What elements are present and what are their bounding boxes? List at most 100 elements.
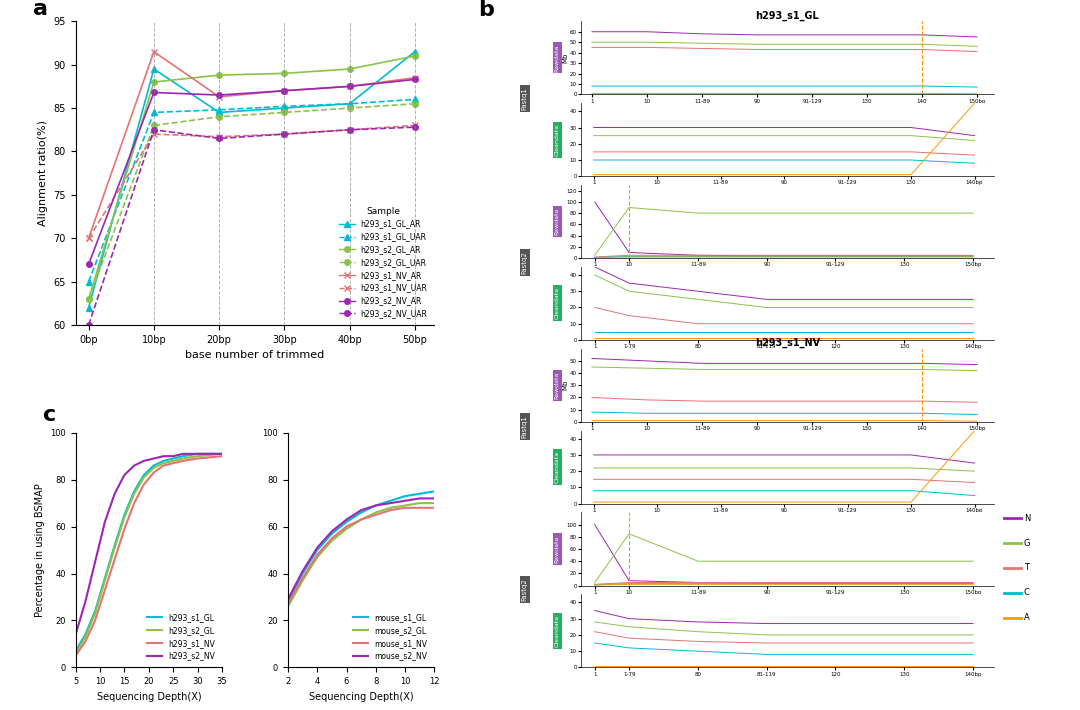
h293_s1_NV: [147, 469, 160, 477]
h293_s2_NV_AR: [213, 91, 226, 99]
h293_s1_GL_AR: [213, 108, 226, 116]
mouse_s2_GL: [296, 577, 309, 585]
Text: A: A: [1024, 613, 1029, 622]
h293_s2_GL_AR: [343, 65, 356, 73]
Y-axis label: Mb: Mb: [563, 53, 568, 63]
Line: h293_s1_NV_UAR: h293_s1_NV_UAR: [86, 123, 418, 241]
h293_s2_GL: [137, 473, 150, 481]
mouse_s1_NV: [296, 574, 309, 582]
Text: G: G: [1024, 539, 1030, 547]
h293_s1_NV: [157, 462, 170, 470]
h293_s2_NV: [69, 630, 82, 639]
Text: Rawdata: Rawdata: [555, 44, 559, 72]
mouse_s1_NV: [428, 503, 441, 512]
mouse_s2_GL: [325, 537, 338, 545]
h293_s2_NV_AR: [343, 82, 356, 91]
h293_s2_GL: [69, 649, 82, 657]
mouse_s1_NV: [354, 515, 367, 524]
Text: Fastq2: Fastq2: [522, 579, 528, 601]
mouse_s2_GL: [414, 499, 427, 508]
mouse_s2_NV: [369, 501, 382, 510]
mouse_s2_NV: [296, 567, 309, 575]
h293_s2_NV_UAR: [408, 123, 421, 131]
h293_s2_NV_AR: [147, 88, 160, 97]
Y-axis label: Percentage in using BSMAP: Percentage in using BSMAP: [35, 484, 44, 617]
h293_s1_NV: [127, 499, 140, 508]
h293_s1_GL_UAR: [343, 99, 356, 108]
h293_s1_NV_UAR: [213, 133, 226, 141]
h293_s2_GL_UAR: [147, 121, 160, 130]
Text: Rawdata: Rawdata: [555, 208, 559, 235]
h293_s1_GL: [137, 471, 150, 479]
Y-axis label: Alignment ratio(%): Alignment ratio(%): [38, 120, 48, 226]
h293_s1_NV_AR: [343, 82, 356, 91]
h293_s1_GL: [98, 574, 111, 582]
mouse_s1_NV: [399, 503, 411, 512]
h293_s1_NV_AR: [147, 48, 160, 56]
Text: a: a: [32, 0, 48, 19]
h293_s2_NV_AR: [408, 75, 421, 84]
mouse_s2_NV: [428, 494, 441, 503]
h293_s2_NV_UAR: [278, 130, 291, 138]
h293_s1_NV: [79, 638, 92, 646]
mouse_s2_GL: [311, 553, 324, 562]
h293_s2_GL: [216, 449, 229, 458]
h293_s1_GL_AR: [147, 65, 160, 73]
Line: h293_s1_NV_AR: h293_s1_NV_AR: [86, 49, 418, 241]
mouse_s2_GL: [428, 499, 441, 508]
h293_s1_GL_AR: [408, 48, 421, 56]
h293_s2_NV: [157, 452, 170, 461]
h293_s2_NV: [118, 471, 131, 479]
Line: h293_s2_NV_AR: h293_s2_NV_AR: [86, 77, 418, 267]
h293_s1_GL: [89, 607, 102, 616]
h293_s2_GL: [147, 464, 160, 472]
h293_s2_GL_AR: [213, 71, 226, 80]
h293_s1_GL: [176, 452, 189, 461]
h293_s1_GL: [216, 449, 229, 458]
h293_s1_NV_UAR: [82, 234, 95, 243]
mouse_s1_GL: [296, 569, 309, 578]
h293_s1_GL_UAR: [147, 108, 160, 116]
h293_s2_NV: [89, 557, 102, 566]
Text: Fastq1: Fastq1: [522, 415, 528, 437]
Line: h293_s2_GL: h293_s2_GL: [76, 454, 222, 653]
mouse_s1_GL: [340, 518, 353, 526]
h293_s1_NV_UAR: [408, 121, 421, 130]
mouse_s2_NV: [354, 506, 367, 515]
h293_s1_NV: [137, 480, 150, 488]
h293_s1_GL: [191, 449, 204, 458]
h293_s2_GL: [157, 459, 170, 467]
h293_s2_NV_UAR: [82, 321, 95, 329]
h293_s2_NV: [216, 449, 229, 458]
mouse_s1_GL: [414, 489, 427, 498]
h293_s1_NV_UAR: [278, 130, 291, 138]
Legend: h293_s1_GL, h293_s2_GL, h293_s1_NV, h293_s2_NV: h293_s1_GL, h293_s2_GL, h293_s1_NV, h293…: [144, 610, 218, 664]
h293_s1_NV_UAR: [147, 130, 160, 138]
mouse_s2_NV: [311, 543, 324, 552]
h293_s1_NV_AR: [82, 234, 95, 243]
h293_s2_GL: [79, 633, 92, 641]
mouse_s2_NV: [340, 515, 353, 524]
mouse_s2_GL: [369, 508, 382, 517]
mouse_s2_GL: [354, 515, 367, 524]
Line: h293_s2_NV: h293_s2_NV: [76, 454, 222, 635]
Legend: h293_s1_GL_AR, h293_s1_GL_UAR, h293_s2_GL_AR, h293_s2_GL_UAR, h293_s1_NV_AR, h29: h293_s1_GL_AR, h293_s1_GL_UAR, h293_s2_G…: [336, 204, 431, 321]
h293_s1_NV: [166, 459, 179, 467]
mouse_s1_GL: [369, 501, 382, 510]
Text: b: b: [478, 0, 495, 20]
h293_s2_GL_UAR: [278, 108, 291, 116]
h293_s2_GL: [127, 489, 140, 498]
h293_s2_GL_UAR: [343, 104, 356, 112]
mouse_s2_NV: [325, 527, 338, 535]
h293_s1_GL: [157, 457, 170, 465]
Text: c: c: [43, 405, 56, 425]
h293_s2_GL: [98, 577, 111, 585]
mouse_s1_NV: [340, 523, 353, 531]
h293_s1_GL_AR: [343, 99, 356, 108]
mouse_s2_GL: [384, 503, 397, 512]
h293_s2_NV_UAR: [343, 126, 356, 134]
X-axis label: Sequencing Depth(X): Sequencing Depth(X): [96, 692, 201, 701]
mouse_s1_NV: [311, 550, 324, 559]
Line: mouse_s2_GL: mouse_s2_GL: [288, 503, 434, 606]
Line: h293_s2_GL_UAR: h293_s2_GL_UAR: [86, 101, 418, 302]
